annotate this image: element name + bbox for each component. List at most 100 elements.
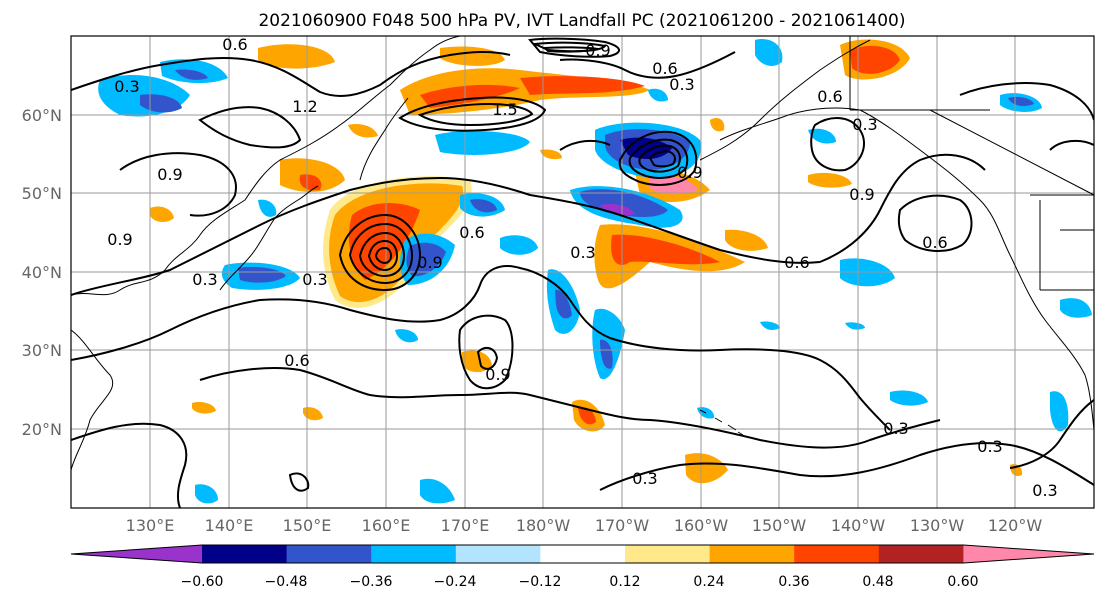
border-us-states [1030,194,1094,291]
ivt-contour [528,37,620,58]
colorbar-segment [625,545,711,563]
contour-label: 0.3 [632,469,657,488]
ivt-contour [398,96,547,132]
pv-negative-region [890,390,928,406]
colorbar-tick-label: −0.24 [434,574,477,590]
ivt-contour [559,139,611,151]
ivt-contour [417,102,534,127]
ivt-contour [71,176,821,296]
pv-positive-region [520,76,645,95]
pv-negative-region [600,204,635,216]
contour-label: 0.6 [459,223,484,242]
pv-positive-region [685,453,728,484]
pv-negative-region [175,69,208,80]
ivt-contour [374,246,393,265]
lon-label: 130°E [126,516,175,535]
colorbar-segment [794,545,880,563]
pv-negative-region [555,289,572,319]
contour-label: 0.3 [302,270,327,289]
longitude-labels: 130°E 140°E 150°E 160°E 170°E 180°W 170°… [126,516,1043,535]
pv-positive-region [540,149,562,160]
contour-label: 0.6 [922,233,947,252]
contour-label: 0.9 [417,253,442,272]
contour-label: 0.9 [485,365,510,384]
colorbar-segment [202,545,288,563]
pv-positive-region [348,124,378,138]
contour-label: 0.6 [652,59,677,78]
ivt-contour [897,194,973,252]
ivt-contour [628,138,689,179]
colorbar-segment [963,545,1094,563]
coastline-alaska [699,39,1094,431]
latitude-labels: 60°N 50°N 40°N 30°N 20°N [22,106,62,439]
ivt-contour [476,346,499,370]
contour-label: 0.9 [107,230,132,249]
pv-negative-region [406,242,446,277]
colorbar-tick-label: 0.60 [947,574,978,590]
ivt-contour [648,150,676,168]
pv-negative-region [420,478,455,504]
ivt-contour [810,117,865,172]
ivt-contour [71,422,188,508]
coastline-kamchatka [359,97,409,181]
colorbar-tick-label: −0.60 [181,574,224,590]
contour-label: 0.3 [1032,481,1057,500]
colorbar-tick-labels: −0.60 −0.48 −0.36 −0.24 −0.12 0.12 0.24 … [181,574,979,590]
contour-label: 0.3 [669,75,694,94]
colorbar-tick-label: −0.12 [519,574,562,590]
pv-negative-region [600,339,613,369]
pv-positive-region [280,158,345,192]
contour-label: 0.9 [677,163,702,182]
pv-negative-region [845,322,865,330]
contour-label: 1.2 [292,97,317,116]
lat-label: 40°N [22,263,62,282]
ivt-contour [458,314,514,390]
ivt-contour [288,472,310,492]
contour-label: 0.3 [114,77,139,96]
pv-negative-region [395,329,418,343]
ivt-contour [198,106,302,149]
lon-label: 160°E [362,516,411,535]
lon-label: 140°E [205,516,254,535]
ivt-contour [338,213,422,292]
contour-label: 0.9 [585,41,610,60]
contour-label: 0.3 [852,115,877,134]
lat-label: 30°N [22,341,62,360]
lon-label: 170°E [441,516,490,535]
ivt-contour [959,82,1094,121]
ivt-contour [819,153,986,263]
ivt-contour [119,152,237,217]
colorbar-tick-label: 0.48 [862,574,893,590]
contour-label: 0.6 [222,35,247,54]
pv-positive-region [650,175,698,195]
pv-negative-region [1050,391,1069,432]
colorbar-segment [455,545,541,563]
border-canada-us [849,36,1094,196]
colorbar-segment [709,545,795,563]
ivt-contour [1049,139,1094,151]
ivt-contour [358,231,406,278]
pv-positive-region [303,407,323,421]
lat-label: 20°N [22,420,62,439]
ivt-contour [638,144,681,173]
lon-label: 180°W [516,516,571,535]
contour-label: 0.6 [817,87,842,106]
contour-label: 0.6 [284,351,309,370]
pv-negative-region [470,199,497,213]
pv-positive-region [192,401,216,414]
contour-label: 0.3 [883,419,908,438]
pv-negative-region [648,88,668,102]
map-title: 2021060900 F048 500 hPa PV, IVT Landfall… [258,11,905,31]
pv-positive-region [808,172,852,188]
ivt-contour [599,442,1094,491]
pv-positive-region [611,234,720,265]
lat-label: 50°N [22,184,62,203]
pv-negative-region [755,39,783,66]
coastline-hawaii [699,409,744,436]
pv-negative-region [258,199,277,217]
lon-label: 140°W [831,516,886,535]
colorbar-outline [70,544,1095,564]
pv-negative-region [238,266,286,283]
lon-label: 130°W [910,516,965,535]
